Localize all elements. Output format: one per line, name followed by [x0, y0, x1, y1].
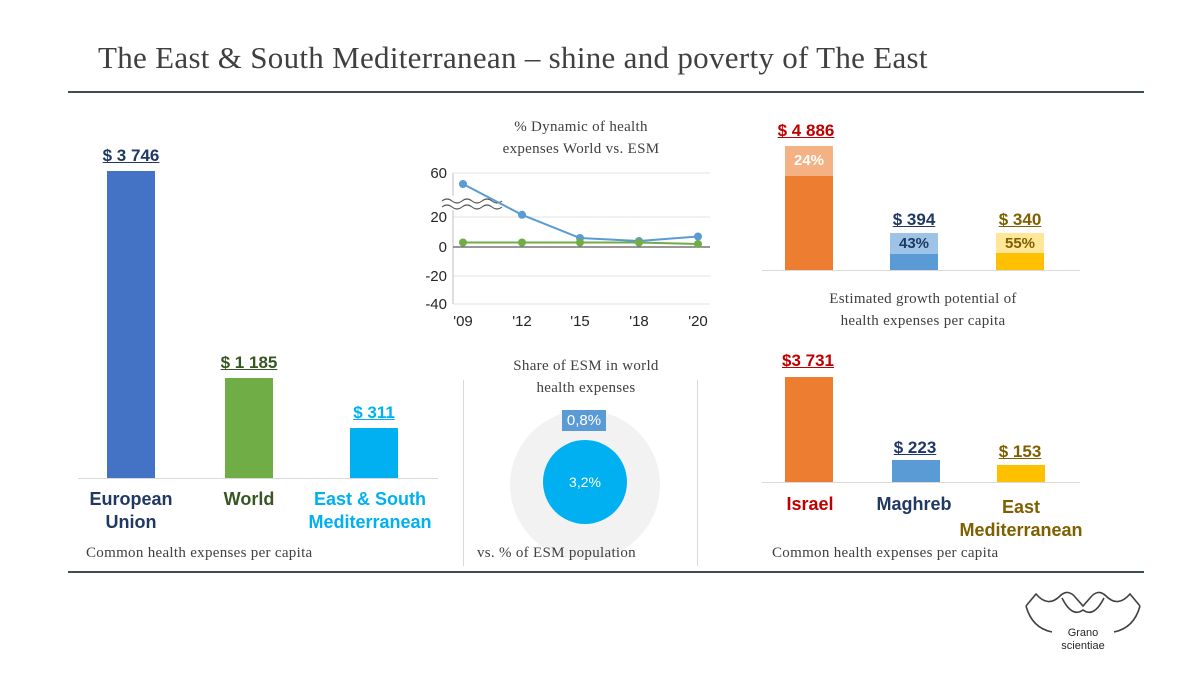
x-tick-18: '18: [629, 313, 649, 330]
y-tick-m40: -40: [425, 296, 447, 313]
logo-lower-curve: [1025, 605, 1141, 633]
regional-category-east-med: East Mediterranean: [959, 496, 1082, 542]
y-tick-20: 20: [430, 209, 447, 226]
y-tick-labels: 60 20 0 -20 -40: [425, 165, 447, 313]
regional-value-israel: $3 731: [782, 351, 834, 370]
donut-title: Share of ESM in world health expenses: [470, 355, 702, 399]
regional-category-east-med-line2: Mediterranean: [959, 520, 1083, 540]
line-chart-title-line2: expenses World vs. ESM: [502, 141, 660, 157]
regional-value-maghreb: $ 223: [893, 438, 937, 457]
value-label-eu: $ 3 746: [102, 146, 160, 165]
line-chart: 60 20 0 -20 -40 '09 '12 '15 '18 '20: [425, 165, 710, 330]
bar-european-union: [107, 171, 155, 478]
value-label-world: $ 1 185: [220, 353, 278, 372]
growth-value-east-med: $ 340: [998, 210, 1042, 229]
data-point-esm-1: [518, 238, 526, 247]
bar-esm: [350, 428, 398, 478]
line-chart-title: % Dynamic of health expenses World vs. E…: [468, 116, 694, 160]
share-donut-chart: 3,2%: [510, 410, 660, 560]
population-share-label: 3,2%: [569, 474, 601, 490]
regional-chart-caption: Common health expenses per capita: [772, 545, 999, 561]
growth-potential-maghreb: [890, 233, 938, 254]
growth-chart-baseline: [762, 270, 1080, 271]
category-label-esm: East & South Mediterranean: [308, 488, 431, 534]
growth-potential-israel: [785, 146, 833, 176]
x-tick-20: '20: [688, 313, 708, 330]
x-tick-15: '15: [570, 313, 590, 330]
regional-chart-baseline: [762, 482, 1080, 483]
line-chart-title-line1: % Dynamic of health: [514, 119, 648, 135]
growth-value-israel: $ 4 886: [777, 121, 835, 140]
data-point-esm-3: [635, 238, 643, 247]
donut-title-line2: health expenses: [536, 380, 636, 396]
series-line-world: [462, 183, 699, 243]
donut-title-line1: Share of ESM in world: [513, 358, 659, 374]
growth-pct-east-med: 55%: [1004, 235, 1036, 252]
category-label-eu: European Union: [89, 488, 172, 534]
health-share-badge: 0,8%: [562, 410, 606, 431]
page-title: The East & South Mediterranean – shine a…: [98, 40, 928, 75]
y-tick-m20: -20: [425, 268, 447, 285]
x-tick-labels: '09 '12 '15 '18 '20: [453, 313, 708, 330]
growth-caption-line1: Estimated growth potential of: [829, 291, 1017, 307]
data-point-world-1: [518, 210, 526, 219]
left-chart-caption: Common health expenses per capita: [86, 545, 313, 561]
donut-frame-left: [463, 380, 464, 566]
growth-bar-east-med: [996, 253, 1044, 270]
donut-caption: vs. % of ESM population: [477, 545, 636, 561]
regional-bar-maghreb: [892, 460, 940, 482]
logo-wave-mark: [1025, 591, 1141, 608]
regional-category-maghreb: Maghreb: [876, 494, 952, 514]
axis-break-mark: [441, 196, 504, 210]
category-label-esm-line1: East & South: [313, 489, 427, 509]
bar-world: [225, 378, 273, 478]
regional-bar-east-med: [997, 465, 1045, 482]
donut-frame-right: [697, 380, 698, 566]
category-label-esm-line2: Mediterranean: [308, 512, 432, 532]
x-tick-12: '12: [512, 313, 532, 330]
left-bar-chart: $ 3 746 European Union $ 1 185 World $ 3…: [0, 0, 460, 575]
data-point-esm-0: [459, 238, 467, 247]
line-series-group: [459, 180, 702, 248]
regional-bar-israel: [785, 377, 833, 482]
growth-pct-maghreb: 43%: [898, 235, 930, 252]
grano-scientiae-logo: Grano scientiae: [1025, 591, 1141, 652]
esm-population-share-disc: [543, 440, 627, 524]
growth-potential-east-med: [996, 233, 1044, 253]
regional-value-east-med: $ 153: [998, 442, 1042, 461]
regional-category-israel: Israel: [786, 494, 834, 514]
y-tick-0: 0: [439, 239, 447, 256]
category-label-eu-line2: Union: [105, 512, 157, 532]
logo-text-line1: Grano: [1068, 627, 1099, 639]
data-point-esm-4: [694, 240, 702, 248]
value-label-esm: $ 311: [353, 403, 395, 422]
health-share-label: 0,8%: [566, 412, 602, 429]
data-point-world-4: [694, 232, 702, 241]
left-chart-baseline: [78, 478, 438, 479]
category-label-world: World: [223, 489, 275, 509]
bottom-divider: [68, 571, 1144, 573]
data-point-world-0: [459, 180, 467, 188]
growth-bar-israel: [785, 176, 833, 270]
top-divider: [68, 91, 1144, 93]
growth-chart-caption: Estimated growth potential of health exp…: [758, 288, 1088, 332]
logo-text-line2: scientiae: [1061, 640, 1104, 652]
growth-pct-israel: 24%: [793, 152, 825, 169]
growth-value-maghreb: $ 394: [892, 210, 936, 229]
data-point-esm-2: [576, 238, 584, 247]
growth-caption-line2: health expenses per capita: [840, 313, 1006, 329]
growth-bar-maghreb: [890, 254, 938, 270]
category-label-eu-line1: European: [89, 489, 173, 509]
y-tick-60: 60: [430, 165, 447, 182]
x-tick-09: '09: [453, 313, 473, 330]
regional-category-east-med-line1: East: [1001, 497, 1041, 517]
